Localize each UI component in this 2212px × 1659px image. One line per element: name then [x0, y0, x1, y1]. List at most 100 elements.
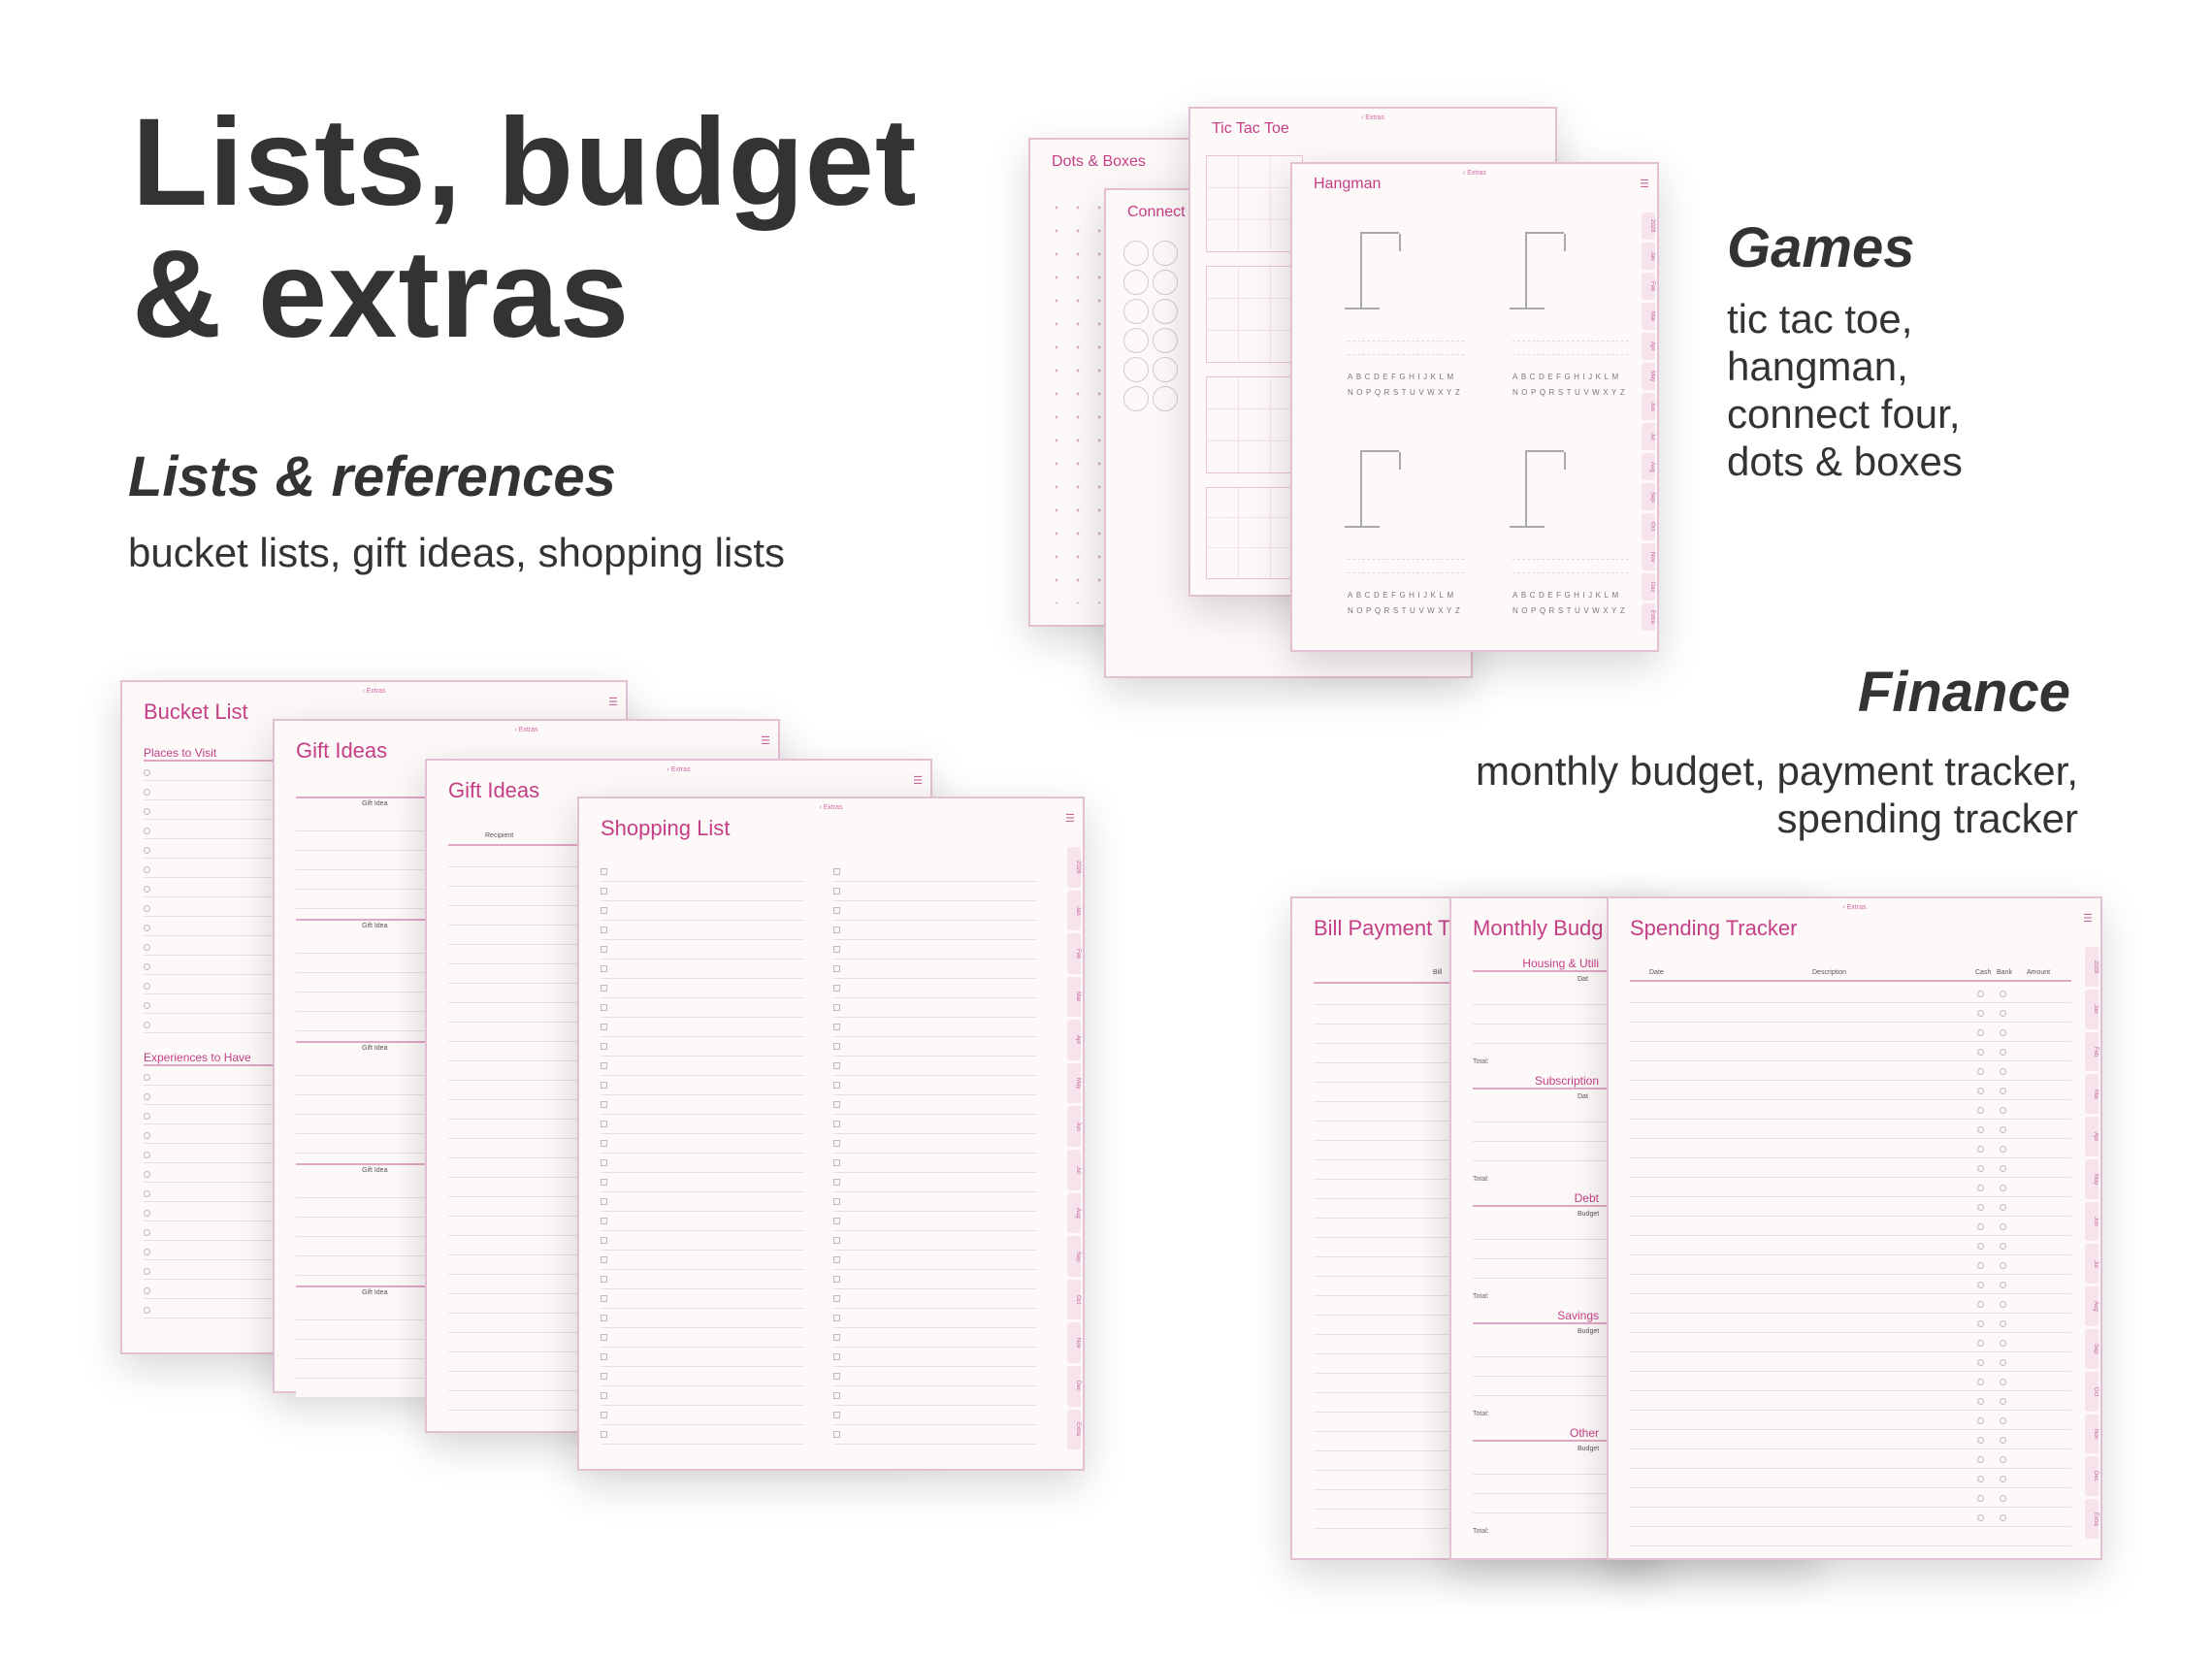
- bank-checkbox[interactable]: [2000, 1088, 2006, 1094]
- checkbox[interactable]: [833, 1140, 840, 1147]
- side-tab[interactable]: Jul: [1642, 423, 1655, 450]
- side-tab[interactable]: Sep: [1642, 483, 1655, 510]
- side-tab[interactable]: Apr: [1642, 333, 1655, 360]
- checkbox[interactable]: [601, 1295, 607, 1302]
- checkbox[interactable]: [601, 1256, 607, 1263]
- checkbox-circle[interactable]: [144, 944, 150, 951]
- checkbox[interactable]: [601, 1334, 607, 1341]
- checkbox-circle[interactable]: [144, 1307, 150, 1314]
- checkbox-circle[interactable]: [144, 1171, 150, 1178]
- bank-checkbox[interactable]: [2000, 1223, 2006, 1230]
- bank-checkbox[interactable]: [2000, 1029, 2006, 1036]
- side-tab[interactable]: 2028: [1642, 212, 1655, 240]
- connect-slot[interactable]: [1123, 357, 1149, 382]
- cash-checkbox[interactable]: [1977, 1204, 1984, 1211]
- side-tab[interactable]: May: [2085, 1158, 2098, 1199]
- checkbox[interactable]: [601, 1043, 607, 1050]
- checkbox-circle[interactable]: [144, 1152, 150, 1158]
- checkbox[interactable]: [833, 1043, 840, 1050]
- cash-checkbox[interactable]: [1977, 1107, 1984, 1114]
- checkbox-circle[interactable]: [144, 1229, 150, 1236]
- checkbox[interactable]: [601, 868, 607, 875]
- side-tab[interactable]: Jan: [1067, 890, 1081, 931]
- breadcrumb[interactable]: ‹ Extras: [1462, 170, 1487, 177]
- checkbox[interactable]: [833, 1392, 840, 1399]
- checkbox[interactable]: [601, 965, 607, 972]
- breadcrumb[interactable]: ‹ Extras: [1360, 114, 1385, 121]
- connect-slot[interactable]: [1123, 328, 1149, 353]
- bank-checkbox[interactable]: [2000, 1456, 2006, 1463]
- side-tab[interactable]: Jan: [1642, 243, 1655, 270]
- bank-checkbox[interactable]: [2000, 1359, 2006, 1366]
- side-tab[interactable]: Extra: [2085, 1499, 2098, 1539]
- checkbox-circle[interactable]: [144, 1093, 150, 1100]
- side-tab[interactable]: Dec: [1642, 573, 1655, 601]
- bank-checkbox[interactable]: [2000, 1379, 2006, 1385]
- menu-icon[interactable]: ☰: [608, 697, 618, 708]
- side-tab[interactable]: Nov: [1642, 543, 1655, 570]
- cash-checkbox[interactable]: [1977, 1514, 1984, 1521]
- side-tab[interactable]: Extra: [1067, 1409, 1081, 1450]
- checkbox-circle[interactable]: [144, 1268, 150, 1275]
- checkbox[interactable]: [601, 1159, 607, 1166]
- checkbox-circle[interactable]: [144, 808, 150, 815]
- cash-checkbox[interactable]: [1977, 1379, 1984, 1385]
- checkbox[interactable]: [601, 1082, 607, 1089]
- checkbox[interactable]: [601, 1392, 607, 1399]
- checkbox[interactable]: [833, 1353, 840, 1360]
- checkbox[interactable]: [833, 1256, 840, 1263]
- checkbox[interactable]: [833, 1315, 840, 1321]
- checkbox[interactable]: [601, 1179, 607, 1186]
- checkbox-circle[interactable]: [144, 983, 150, 990]
- checkbox[interactable]: [601, 1412, 607, 1418]
- side-tab[interactable]: Mar: [1067, 976, 1081, 1018]
- side-tab[interactable]: Oct: [1067, 1279, 1081, 1320]
- side-tab[interactable]: Jan: [2085, 989, 2098, 1029]
- cash-checkbox[interactable]: [1977, 1476, 1984, 1482]
- checkbox[interactable]: [601, 1101, 607, 1108]
- bank-checkbox[interactable]: [2000, 1146, 2006, 1153]
- checkbox[interactable]: [601, 1024, 607, 1030]
- checkbox[interactable]: [833, 1276, 840, 1283]
- bank-checkbox[interactable]: [2000, 1282, 2006, 1288]
- checkbox[interactable]: [833, 1295, 840, 1302]
- checkbox[interactable]: [601, 1004, 607, 1011]
- cash-checkbox[interactable]: [1977, 1243, 1984, 1250]
- menu-icon[interactable]: ☰: [761, 735, 770, 747]
- bank-checkbox[interactable]: [2000, 1301, 2006, 1308]
- bank-checkbox[interactable]: [2000, 1495, 2006, 1502]
- side-tab[interactable]: Jul: [2085, 1244, 2098, 1285]
- side-tab[interactable]: 2028: [1067, 847, 1081, 888]
- tic-tac-toe-grid[interactable]: [1206, 376, 1303, 473]
- menu-icon[interactable]: ☰: [1640, 179, 1649, 190]
- cash-checkbox[interactable]: [1977, 1340, 1984, 1347]
- cash-checkbox[interactable]: [1977, 1456, 1984, 1463]
- bank-checkbox[interactable]: [2000, 1514, 2006, 1521]
- bank-checkbox[interactable]: [2000, 1262, 2006, 1269]
- cash-checkbox[interactable]: [1977, 1417, 1984, 1424]
- side-tab[interactable]: Aug: [1067, 1192, 1081, 1234]
- bank-checkbox[interactable]: [2000, 1126, 2006, 1133]
- checkbox[interactable]: [601, 985, 607, 992]
- bank-checkbox[interactable]: [2000, 1204, 2006, 1211]
- checkbox[interactable]: [833, 1062, 840, 1069]
- checkbox[interactable]: [833, 1412, 840, 1418]
- checkbox-circle[interactable]: [144, 1249, 150, 1255]
- side-tab[interactable]: Extra: [1642, 603, 1655, 631]
- checkbox[interactable]: [601, 1140, 607, 1147]
- checkbox[interactable]: [833, 1237, 840, 1244]
- checkbox[interactable]: [601, 907, 607, 914]
- checkbox[interactable]: [601, 927, 607, 933]
- side-tab[interactable]: May: [1067, 1062, 1081, 1104]
- checkbox-circle[interactable]: [144, 963, 150, 970]
- checkbox[interactable]: [833, 965, 840, 972]
- checkbox-circle[interactable]: [144, 1132, 150, 1139]
- side-tab[interactable]: Sep: [2085, 1329, 2098, 1369]
- breadcrumb[interactable]: ‹ Extras: [514, 727, 538, 733]
- checkbox[interactable]: [833, 1082, 840, 1089]
- cash-checkbox[interactable]: [1977, 1126, 1984, 1133]
- bank-checkbox[interactable]: [2000, 1107, 2006, 1114]
- cash-checkbox[interactable]: [1977, 1301, 1984, 1308]
- cash-checkbox[interactable]: [1977, 1398, 1984, 1405]
- checkbox[interactable]: [601, 1237, 607, 1244]
